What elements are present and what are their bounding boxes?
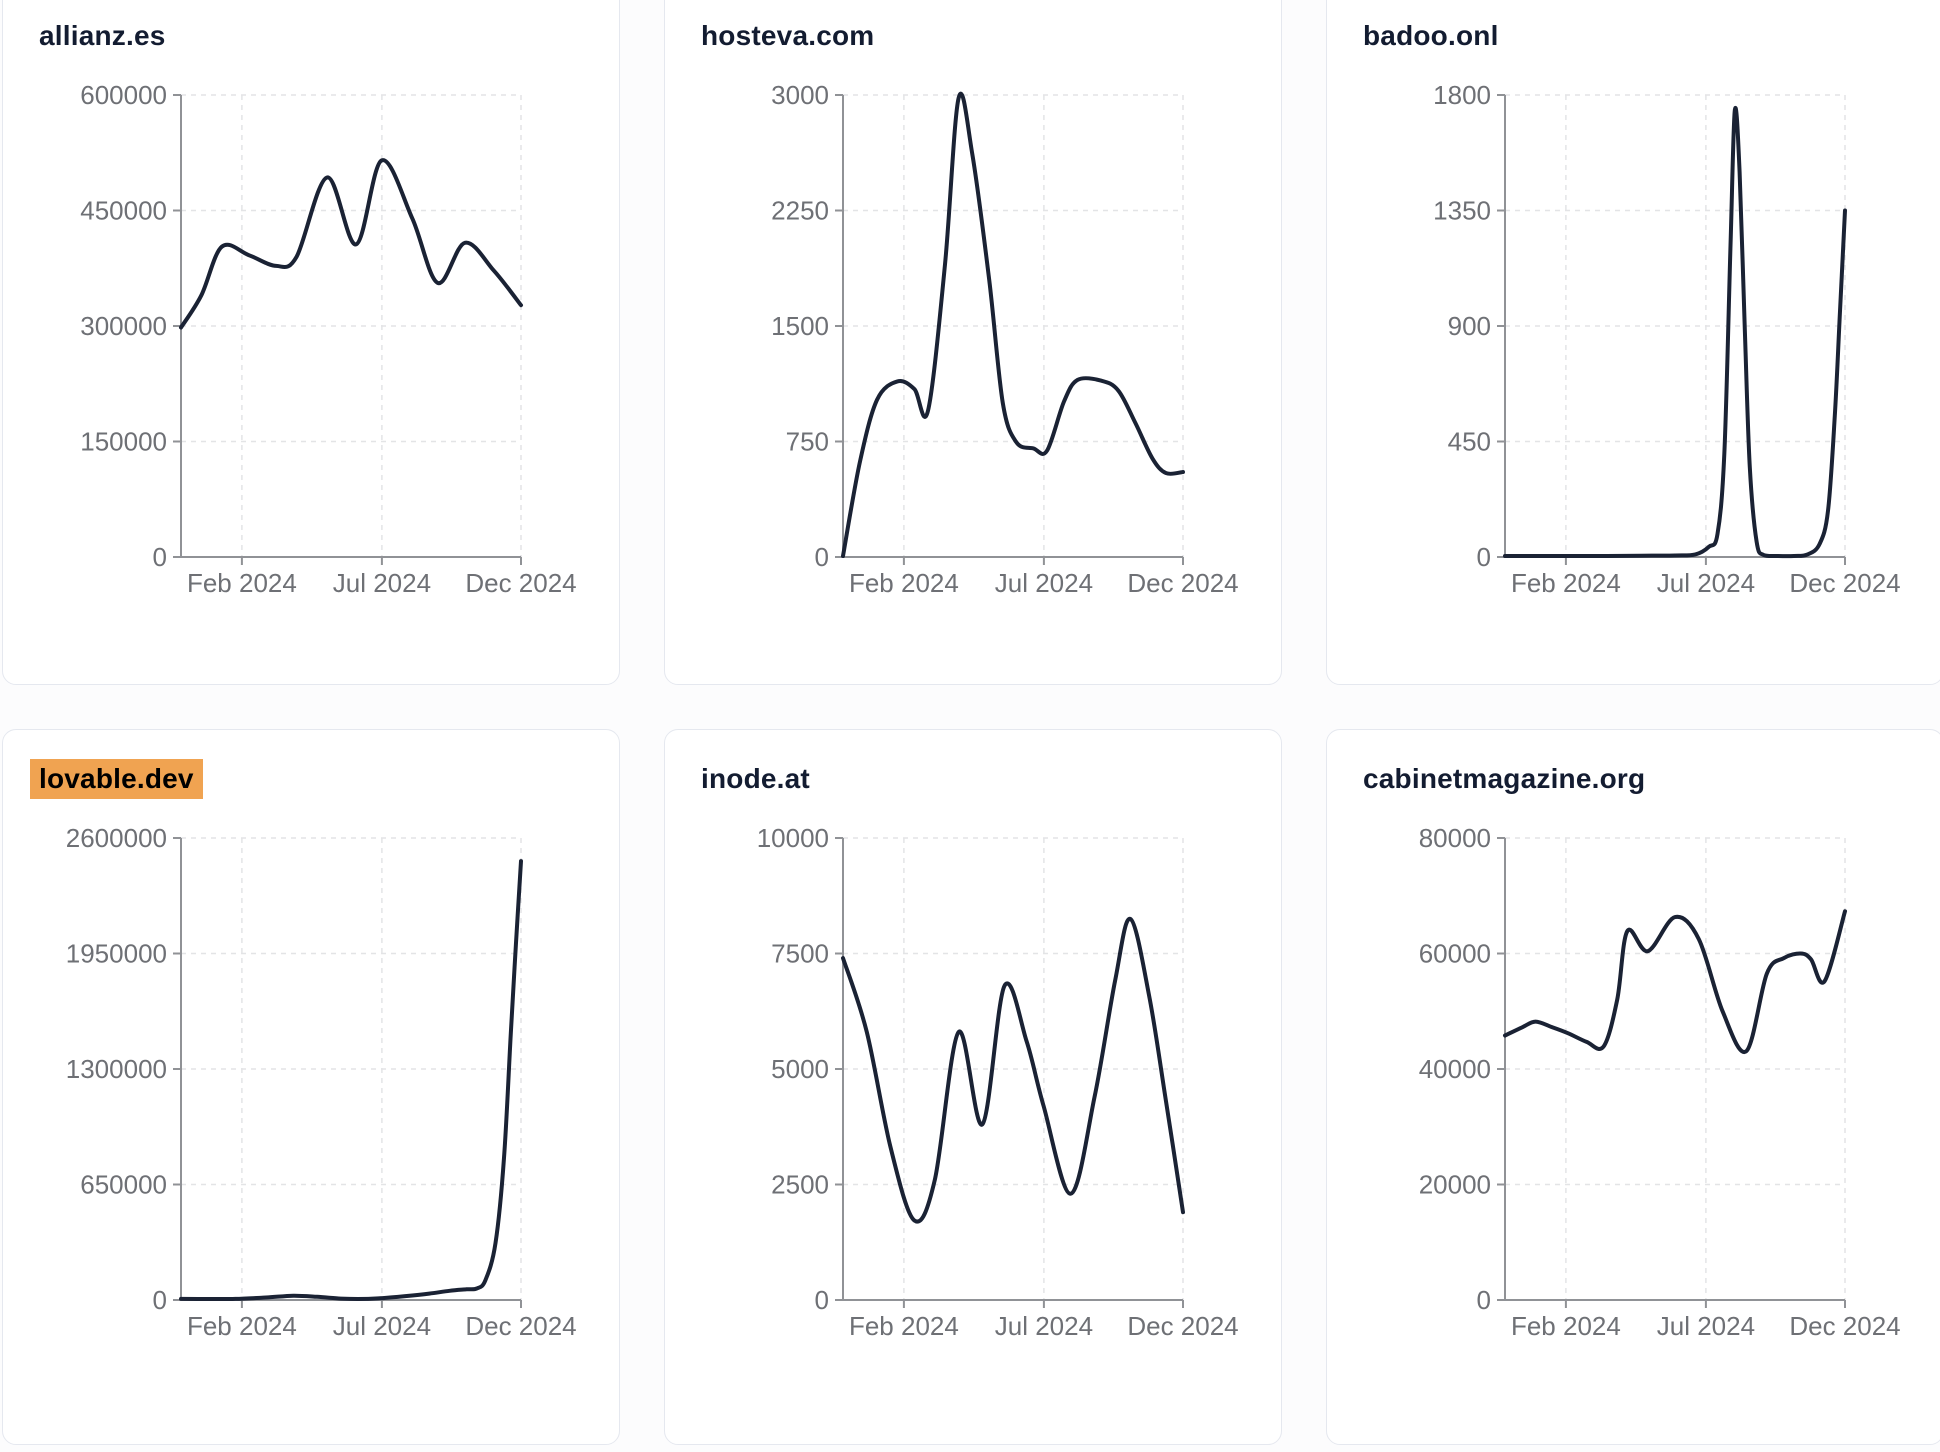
chart-card: badoo.onl 1800 1350 900 450 0 Feb 2024 Jul 202… xyxy=(1326,0,1940,685)
y-tick-label: 7500 xyxy=(771,939,829,969)
y-tick-label: 2500 xyxy=(771,1170,829,1200)
trend-line xyxy=(1503,909,1847,1054)
y-tick-label: 300000 xyxy=(80,311,167,341)
x-tick-label: Feb 2024 xyxy=(187,568,297,598)
y-tick-label: 900 xyxy=(1448,311,1491,341)
chart-card: cabinetmagazine.org 80000 60000 40000 20000… xyxy=(1326,729,1940,1445)
y-tick-label: 600000 xyxy=(80,80,167,110)
y-tick-label: 2600000 xyxy=(66,823,167,853)
y-tick-label: 1800 xyxy=(1433,80,1491,110)
x-tick-label: Feb 2024 xyxy=(1511,568,1621,598)
y-tick-label: 1500 xyxy=(771,311,829,341)
x-tick-label: Jul 2024 xyxy=(1657,1311,1755,1341)
y-tick-label: 0 xyxy=(815,542,829,572)
x-tick-label: Feb 2024 xyxy=(849,1311,959,1341)
line-chart: 10000 7500 5000 2500 0 Feb 2024 Jul 2024 Dec 20… xyxy=(757,823,1239,1341)
line-chart: 3000 2250 1500 750 0 Feb 2024 Jul 2024 Dec 2024 xyxy=(771,80,1239,598)
x-tick-label: Dec 2024 xyxy=(1789,568,1900,598)
x-tick-label: Dec 2024 xyxy=(1127,568,1238,598)
x-tick-label: Feb 2024 xyxy=(849,568,959,598)
trend-line xyxy=(1503,106,1847,559)
y-tick-label: 0 xyxy=(153,1285,167,1315)
axis: 10000 7500 5000 2500 0 Feb 2024 Jul 2024 Dec 20… xyxy=(757,823,1239,1341)
chart-title: lovable.dev xyxy=(30,759,203,799)
x-tick-label: Feb 2024 xyxy=(187,1311,297,1341)
x-tick-label: Jul 2024 xyxy=(995,1311,1093,1341)
chart-card: hosteva.com 3000 2250 1500 750 0 Feb 2024 Jul … xyxy=(664,0,1282,685)
y-tick-label: 20000 xyxy=(1419,1170,1491,1200)
y-tick-label: 450 xyxy=(1448,427,1491,457)
y-tick-label: 1350 xyxy=(1433,196,1491,226)
axis: 600000 450000 300000 150000 0 Feb 2024 Jul 202… xyxy=(80,80,576,598)
gridlines xyxy=(181,94,522,557)
x-tick-label: Jul 2024 xyxy=(333,568,431,598)
y-tick-label: 750 xyxy=(786,427,829,457)
chart-title: inode.at xyxy=(701,763,810,794)
chart-title: badoo.onl xyxy=(1363,20,1499,51)
y-tick-label: 40000 xyxy=(1419,1054,1491,1084)
gridlines xyxy=(1505,94,1846,557)
y-tick-label: 10000 xyxy=(757,823,829,853)
line-chart: 600000 450000 300000 150000 0 Feb 2024 Jul 202… xyxy=(80,80,576,598)
axis: 1800 1350 900 450 0 Feb 2024 Jul 2024 Dec 2024 xyxy=(1433,80,1901,598)
x-tick-label: Jul 2024 xyxy=(995,568,1093,598)
y-tick-label: 150000 xyxy=(80,427,167,457)
y-tick-label: 2250 xyxy=(771,196,829,226)
x-tick-label: Dec 2024 xyxy=(465,1311,576,1341)
chart-title: cabinetmagazine.org xyxy=(1363,763,1646,794)
x-tick-label: Jul 2024 xyxy=(333,1311,431,1341)
chart-card: inode.at 10000 7500 5000 2500 0 Feb 2024 Jul 2… xyxy=(664,729,1282,1445)
y-tick-label: 80000 xyxy=(1419,823,1491,853)
y-tick-label: 5000 xyxy=(771,1054,829,1084)
y-tick-label: 0 xyxy=(1477,1285,1491,1315)
line-chart: 1800 1350 900 450 0 Feb 2024 Jul 2024 Dec 2024 xyxy=(1433,80,1901,598)
x-tick-label: Jul 2024 xyxy=(1657,568,1755,598)
x-tick-label: Dec 2024 xyxy=(1127,1311,1238,1341)
y-tick-label: 0 xyxy=(815,1285,829,1315)
y-tick-label: 0 xyxy=(1477,542,1491,572)
chart-card: lovable.dev 2600000 1950000 1300000 650000 0… xyxy=(2,729,620,1445)
axis: 80000 60000 40000 20000 0 Feb 2024 Jul 2024 Dec… xyxy=(1419,823,1901,1341)
trend-line xyxy=(841,916,1185,1224)
axis: 3000 2250 1500 750 0 Feb 2024 Jul 2024 Dec 2024 xyxy=(771,80,1239,598)
x-tick-label: Feb 2024 xyxy=(1511,1311,1621,1341)
chart-title: allianz.es xyxy=(39,20,166,51)
line-chart: 80000 60000 40000 20000 0 Feb 2024 Jul 2024 Dec… xyxy=(1419,823,1901,1341)
trend-line xyxy=(179,158,523,330)
trend-line xyxy=(179,859,523,1302)
gridlines xyxy=(843,837,1184,1300)
y-tick-label: 1300000 xyxy=(66,1054,167,1084)
x-tick-label: Dec 2024 xyxy=(1789,1311,1900,1341)
x-tick-label: Dec 2024 xyxy=(465,568,576,598)
gridlines xyxy=(181,837,522,1300)
y-tick-label: 3000 xyxy=(771,80,829,110)
trend-line xyxy=(841,91,1185,558)
y-tick-label: 1950000 xyxy=(66,939,167,969)
chart-card: allianz.es 600000 450000 300000 150000 0 Feb … xyxy=(2,0,620,685)
y-tick-label: 450000 xyxy=(80,196,167,226)
y-tick-label: 650000 xyxy=(80,1170,167,1200)
axis: 2600000 1950000 1300000 650000 0 Feb 2024 Jul … xyxy=(66,823,577,1341)
chart-title: hosteva.com xyxy=(701,20,875,51)
y-tick-label: 60000 xyxy=(1419,939,1491,969)
y-tick-label: 0 xyxy=(153,542,167,572)
gridlines xyxy=(1505,837,1846,1300)
gridlines xyxy=(843,94,1184,557)
line-chart: 2600000 1950000 1300000 650000 0 Feb 2024 Jul … xyxy=(66,823,577,1341)
